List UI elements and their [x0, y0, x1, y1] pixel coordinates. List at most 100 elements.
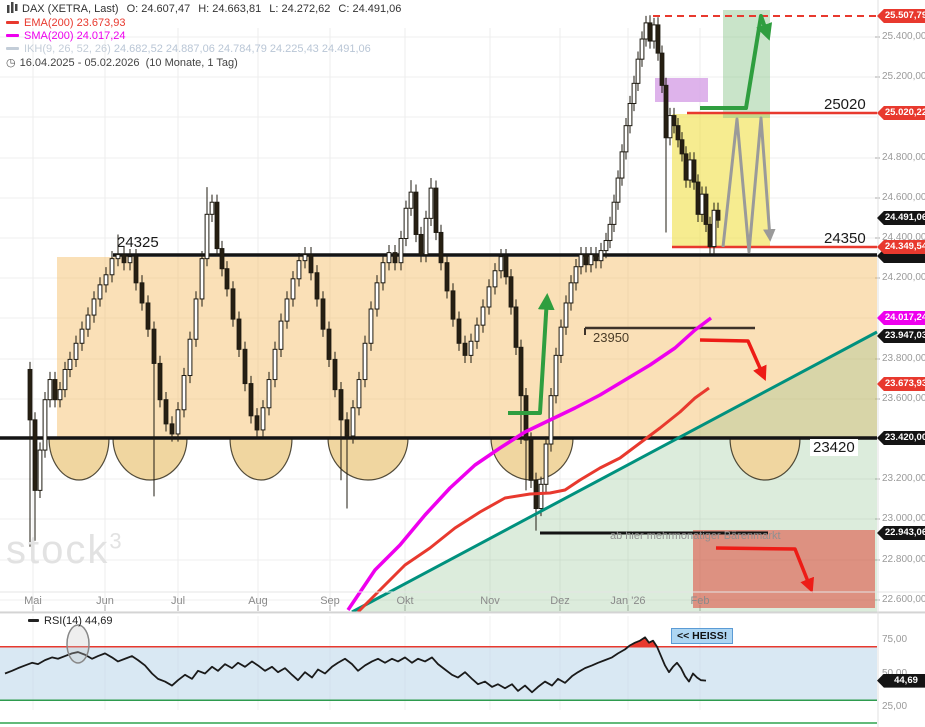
candle-body — [543, 443, 549, 485]
candle-body — [169, 423, 175, 435]
candle-body — [498, 256, 504, 272]
annotation-arrows[interactable] — [508, 14, 815, 594]
candle-body — [687, 159, 693, 181]
candle-body — [428, 187, 434, 219]
support-dome — [229, 437, 293, 481]
candle-body — [513, 306, 519, 348]
candle-body — [362, 342, 368, 381]
arrow-gray-zigzag — [721, 116, 776, 254]
candle-body — [651, 24, 657, 42]
candle-body — [462, 342, 468, 356]
candle-body — [163, 399, 169, 425]
candle-body — [254, 415, 260, 431]
candle-body — [568, 282, 574, 304]
candle-body — [667, 115, 673, 139]
candle-body — [671, 115, 677, 127]
candle-body — [296, 260, 302, 280]
candle-body — [175, 409, 181, 435]
candle-body — [403, 207, 409, 239]
candle-body — [486, 286, 492, 308]
arrow-red-down-bear — [715, 546, 815, 594]
candle-body — [121, 254, 127, 264]
candle-body — [553, 354, 559, 397]
candle-body — [691, 159, 697, 183]
candle-body — [707, 223, 713, 248]
candle-body — [503, 256, 509, 278]
candle-body — [492, 270, 498, 288]
candle-body — [32, 419, 38, 491]
candle-body — [563, 302, 569, 328]
candle-body — [408, 191, 414, 209]
candle-body — [133, 256, 139, 284]
candle-body — [230, 288, 236, 320]
candle-body — [109, 258, 115, 276]
candle-body — [615, 177, 621, 203]
arrow-red-down-23950 — [699, 338, 767, 382]
candle-body — [368, 308, 374, 344]
candle-body — [480, 306, 486, 326]
candle-body — [423, 217, 429, 256]
candle-body — [103, 274, 109, 286]
candle-body — [62, 368, 68, 391]
candle-body — [583, 254, 589, 266]
candle-body — [450, 290, 456, 320]
candle-body — [456, 318, 462, 344]
rsi-circle-annotation — [66, 624, 90, 664]
candle-body — [643, 22, 649, 40]
candle-body — [219, 248, 225, 270]
candle-body — [284, 298, 290, 322]
candle-body — [209, 201, 215, 215]
candle-body — [444, 262, 450, 292]
zone-bear-zone — [693, 530, 875, 608]
candle-body — [326, 328, 332, 360]
candle-body — [242, 348, 248, 385]
candle-body — [356, 379, 362, 409]
rsi-panel — [0, 624, 877, 702]
candle-body — [635, 58, 641, 84]
candle-body — [91, 298, 97, 316]
support-dome — [48, 437, 110, 481]
candle-body — [663, 84, 669, 139]
candle-body — [703, 193, 709, 225]
candle-body — [683, 153, 689, 181]
candle-body — [139, 282, 145, 304]
candle-body — [523, 395, 529, 441]
support-dome — [112, 437, 188, 481]
candle-body — [711, 209, 717, 248]
candle-body — [386, 252, 392, 264]
candle-body — [578, 254, 584, 268]
candle-body — [320, 298, 326, 330]
candle-body — [224, 268, 230, 290]
level-lines[interactable] — [0, 15, 877, 535]
rsi-band — [0, 646, 877, 701]
candle-body — [344, 419, 350, 437]
candle-body — [433, 187, 439, 233]
candle-body — [97, 284, 103, 300]
candle-body — [145, 302, 151, 330]
candle-body — [699, 193, 705, 215]
arrow-green-up-target — [700, 14, 773, 110]
candle-body — [67, 358, 73, 370]
candle-body — [332, 358, 338, 391]
candle-body — [398, 238, 404, 264]
candle-body — [528, 439, 534, 481]
candle-body — [619, 151, 625, 179]
candle-body — [52, 379, 58, 401]
candle-body — [675, 125, 681, 141]
candle-body — [290, 278, 296, 300]
candle-body — [302, 254, 308, 262]
candle-body — [193, 298, 199, 340]
candle-body — [418, 233, 424, 256]
candlestick-series — [27, 15, 721, 547]
candle-body — [187, 338, 193, 377]
candle-body — [598, 250, 604, 262]
moving-average-lines[interactable] — [346, 316, 878, 614]
candle-body — [603, 240, 609, 252]
candle-body — [627, 102, 633, 127]
trendline — [351, 330, 878, 614]
candle-body — [157, 362, 163, 401]
candle-body — [380, 262, 386, 284]
candle-body — [631, 82, 637, 104]
